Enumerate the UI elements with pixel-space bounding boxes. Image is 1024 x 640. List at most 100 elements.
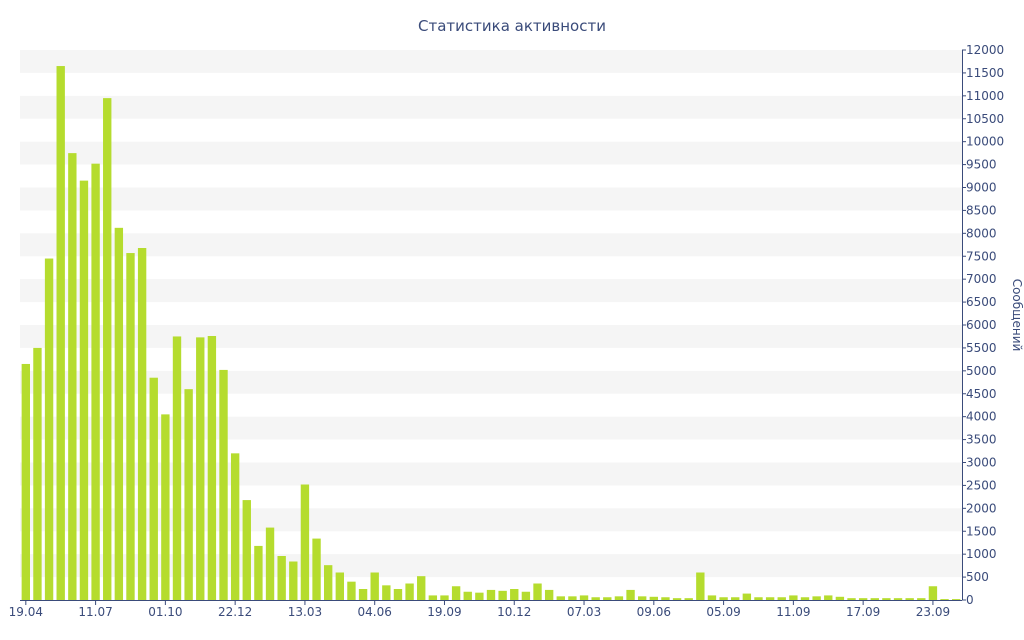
grid-band — [20, 233, 962, 257]
grid-band — [20, 370, 962, 394]
bar — [870, 598, 879, 600]
bar — [103, 98, 112, 600]
grid-band — [20, 187, 962, 211]
x-tick-label: 17.09 — [846, 605, 880, 619]
bar — [370, 572, 379, 600]
bar — [754, 597, 763, 600]
bar — [300, 484, 310, 600]
y-tick-label: 8500 — [966, 203, 997, 217]
y-tick-label: 0 — [966, 593, 974, 607]
bar — [812, 596, 821, 600]
bar — [858, 598, 868, 600]
x-tick-label: 22.12 — [218, 605, 252, 619]
bar — [835, 596, 845, 600]
x-tick-label: 09.06 — [637, 605, 671, 619]
x-tick-label: 23.09 — [916, 605, 950, 619]
y-tick-label: 8000 — [966, 226, 997, 240]
x-axis-ticks: 19.04 11.07 01.10 22.12 13.03 04.06 19.09 10.12… — [9, 600, 950, 619]
bar — [347, 581, 356, 600]
x-tick-label: 19.09 — [427, 605, 461, 619]
bar — [463, 591, 472, 600]
bar — [126, 253, 135, 600]
bar — [33, 347, 42, 600]
y-tick-label: 12000 — [966, 43, 1004, 57]
bar — [928, 586, 938, 600]
bar — [428, 595, 438, 600]
bar — [242, 500, 251, 600]
y-tick-label: 10000 — [966, 135, 1004, 149]
bar — [544, 589, 554, 600]
grid-band — [20, 508, 962, 532]
bar — [498, 590, 507, 600]
bar — [277, 556, 286, 600]
y-tick-label: 7500 — [966, 249, 997, 263]
bar — [637, 596, 647, 600]
y-tick-label: 5000 — [966, 364, 997, 378]
bar — [451, 586, 461, 600]
bar — [207, 336, 217, 600]
y-tick-label: 11500 — [966, 66, 1004, 80]
bar — [905, 598, 914, 600]
bar — [731, 597, 740, 600]
bar — [684, 598, 693, 600]
y-axis-ticks: 0 500 1000 1500 2000 2500 3000 3500 4000 4500 5000… — [962, 43, 1004, 607]
bar — [614, 596, 624, 600]
x-tick-label: 07.03 — [567, 605, 601, 619]
bar — [393, 589, 403, 600]
y-tick-label: 3500 — [966, 433, 997, 447]
y-axis-label: Сообщений — [1010, 279, 1024, 352]
bar — [940, 599, 949, 600]
bar — [649, 596, 659, 600]
bar — [254, 545, 263, 600]
bar — [149, 377, 158, 600]
bar — [230, 453, 240, 600]
bar — [405, 583, 414, 600]
bar — [91, 163, 100, 600]
bars — [21, 66, 961, 601]
y-tick-label: 9000 — [966, 181, 997, 195]
bar — [882, 598, 891, 600]
bar — [951, 599, 961, 600]
bar — [440, 595, 449, 600]
bar — [765, 597, 775, 600]
bar — [21, 363, 31, 600]
bar — [696, 572, 705, 600]
y-tick-label: 5500 — [966, 341, 997, 355]
y-tick-label: 10500 — [966, 112, 1004, 126]
y-tick-label: 9500 — [966, 158, 997, 172]
y-tick-label: 2000 — [966, 501, 997, 515]
x-tick-label: 01.10 — [148, 605, 182, 619]
bar — [312, 538, 321, 600]
bar — [335, 572, 345, 600]
bar — [475, 592, 484, 600]
y-tick-label: 6000 — [966, 318, 997, 332]
y-tick-label: 2500 — [966, 478, 997, 492]
bar — [161, 414, 170, 600]
bar — [847, 598, 856, 600]
bar — [742, 593, 752, 600]
bar — [289, 561, 298, 600]
bar — [777, 597, 786, 600]
y-tick-label: 1500 — [966, 524, 997, 538]
bar — [486, 589, 496, 600]
bar — [137, 248, 147, 600]
bar — [824, 595, 833, 600]
y-tick-label: 11000 — [966, 89, 1004, 103]
y-tick-label: 7000 — [966, 272, 997, 286]
y-tick-label: 1000 — [966, 547, 997, 561]
bar — [196, 337, 205, 600]
bar — [56, 66, 65, 600]
bar — [521, 591, 531, 600]
bar — [568, 596, 577, 600]
x-tick-label: 11.09 — [776, 605, 810, 619]
bar — [323, 565, 333, 600]
bar — [44, 258, 54, 600]
x-tick-label: 04.06 — [358, 605, 392, 619]
bar — [510, 589, 519, 600]
y-tick-label: 3000 — [966, 456, 997, 470]
x-tick-label: 11.07 — [78, 605, 112, 619]
bar — [719, 597, 728, 600]
bar — [672, 598, 682, 600]
bar — [579, 595, 589, 600]
